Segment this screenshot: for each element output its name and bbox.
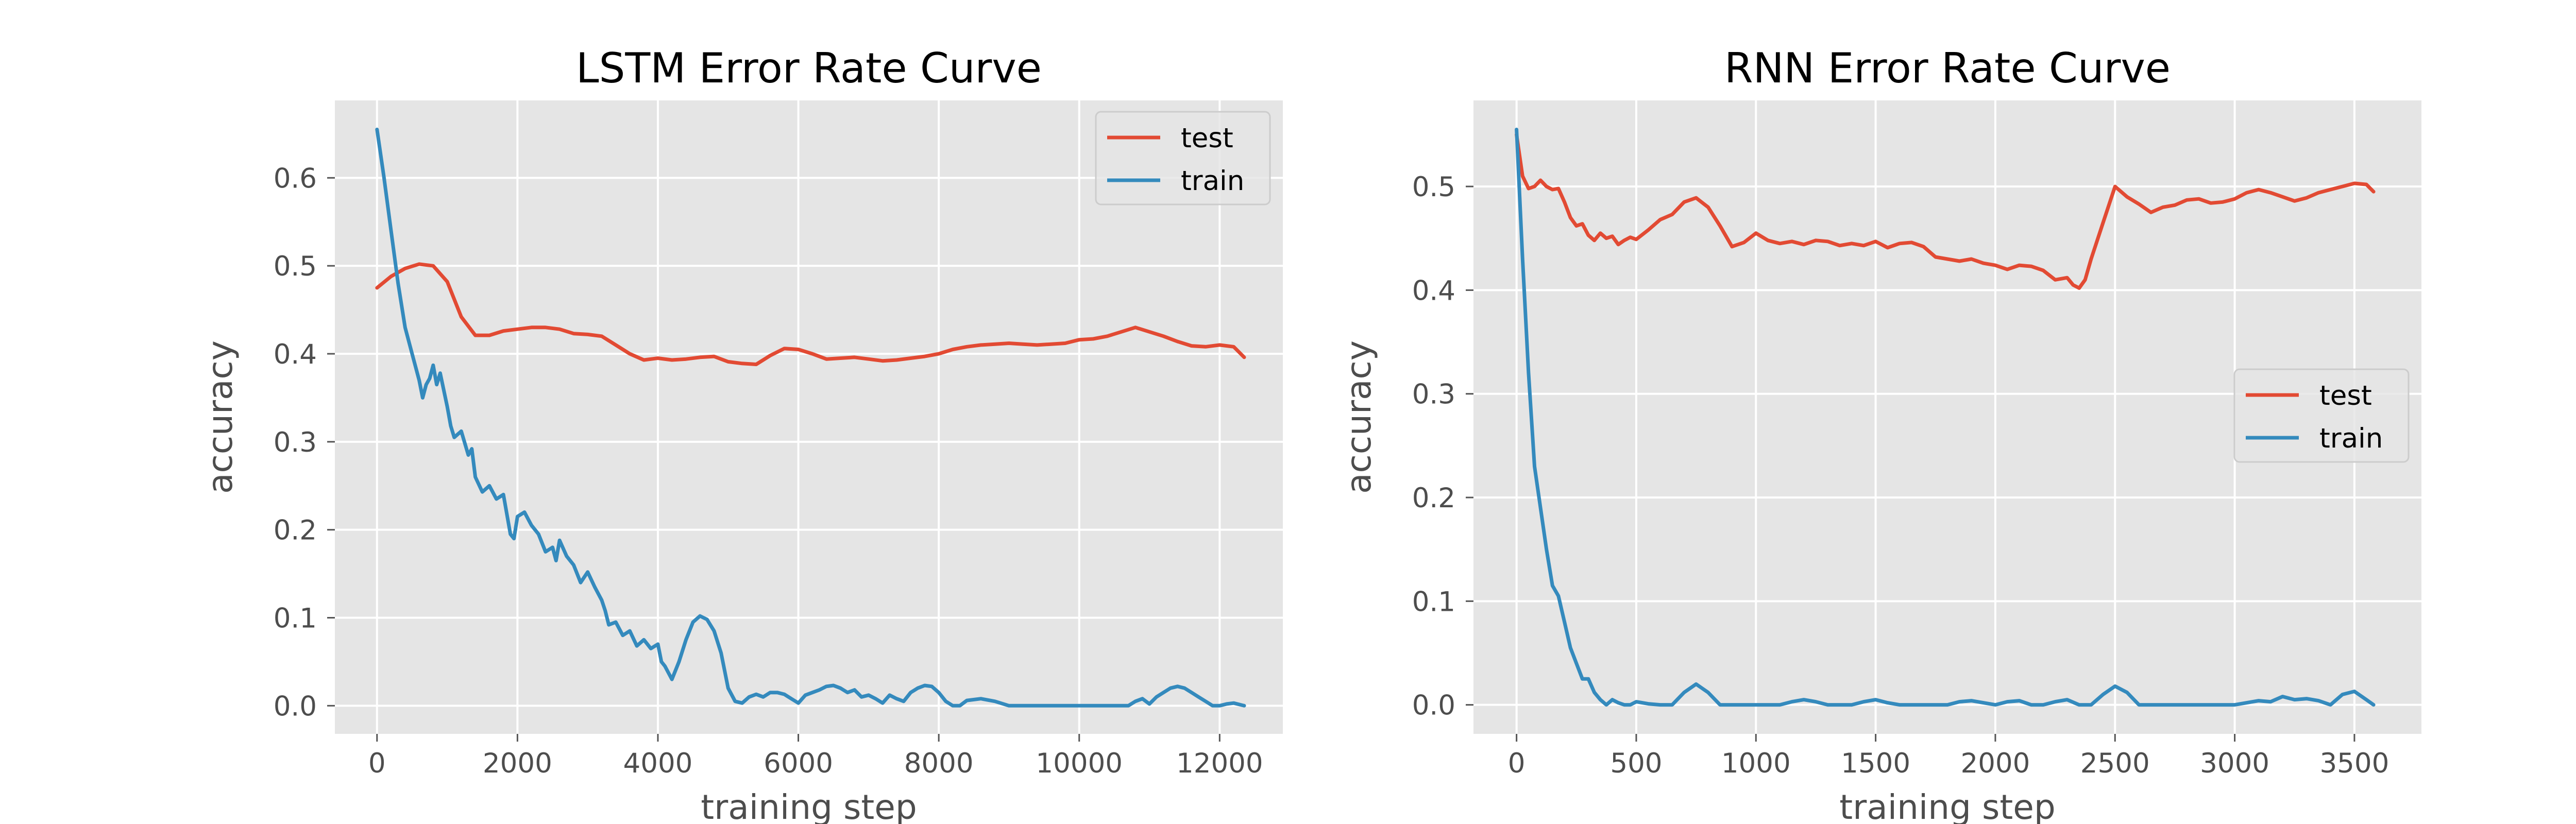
rnn-x-tick-label: 0	[1508, 748, 1526, 779]
lstm-x-tick-label: 0	[368, 748, 386, 779]
lstm-series-train-line	[375, 127, 1246, 708]
rnn-y-tick-label: 0.1	[1412, 586, 1455, 617]
rnn-y-tick-label: 0.5	[1412, 171, 1455, 203]
lstm-plot-area	[335, 100, 1283, 734]
rnn-y-tick-label: 0.0	[1412, 690, 1455, 722]
rnn-legend-label-test: test	[2319, 380, 2372, 411]
rnn-legend-label-train: train	[2319, 423, 2383, 454]
lstm-legend-label-train: train	[1181, 165, 1244, 197]
lstm-y-tick-label: 0.5	[274, 251, 317, 282]
rnn-y-axis-label: accuracy	[1339, 340, 1379, 494]
rnn-x-tick-label: 2000	[1960, 748, 2030, 779]
lstm-x-tick-label: 12000	[1176, 748, 1263, 779]
lstm-series-test-line	[375, 262, 1246, 366]
lstm-x-tick-label: 4000	[623, 748, 693, 779]
rnn-y-tick-label: 0.2	[1412, 483, 1455, 514]
rnn-x-tick-label: 500	[1610, 748, 1662, 779]
rnn-x-tick-label: 2500	[2080, 748, 2150, 779]
lstm-y-tick-label: 0.4	[274, 339, 317, 370]
lstm-y-tick-label: 0.1	[274, 603, 317, 634]
rnn-series-train-line	[1515, 127, 2376, 707]
rnn-y-tick-label: 0.4	[1412, 275, 1455, 306]
rnn-x-tick-label: 3500	[2319, 748, 2389, 779]
lstm-chart-title: LSTM Error Rate Curve	[576, 44, 1042, 92]
rnn-y-tick-label: 0.3	[1412, 379, 1455, 410]
lstm-legend-label-test: test	[1181, 123, 1233, 154]
lstm-x-tick-label: 10000	[1036, 748, 1123, 779]
lstm-y-tick-label: 0.3	[274, 427, 317, 458]
lstm-y-axis-label: accuracy	[200, 340, 240, 494]
lstm-y-tick-label: 0.2	[274, 515, 317, 546]
rnn-series-test-line	[1515, 132, 2376, 290]
lstm-x-tick-label: 8000	[904, 748, 974, 779]
lstm-chart: 0 2000 4000 6000 8000 10000 12000 0.0 0.1 0.2 0.3 0…	[200, 44, 1283, 824]
lstm-x-axis-label: training step	[701, 787, 917, 824]
rnn-chart: 0 500 1000 1500 2000 2500 3000 3500 0.0 0.1 0.2 0.3…	[1339, 44, 2421, 824]
lstm-x-tick-label: 6000	[764, 748, 833, 779]
lstm-y-tick-label: 0.6	[274, 163, 317, 194]
rnn-x-tick-label: 1500	[1841, 748, 1910, 779]
lstm-y-tick-label: 0.0	[274, 691, 317, 722]
rnn-chart-title: RNN Error Rate Curve	[1724, 44, 2171, 92]
rnn-x-tick-label: 3000	[2200, 748, 2269, 779]
rnn-x-tick-label: 1000	[1721, 748, 1791, 779]
lstm-x-tick-label: 2000	[483, 748, 552, 779]
rnn-x-axis-label: training step	[1839, 787, 2055, 824]
